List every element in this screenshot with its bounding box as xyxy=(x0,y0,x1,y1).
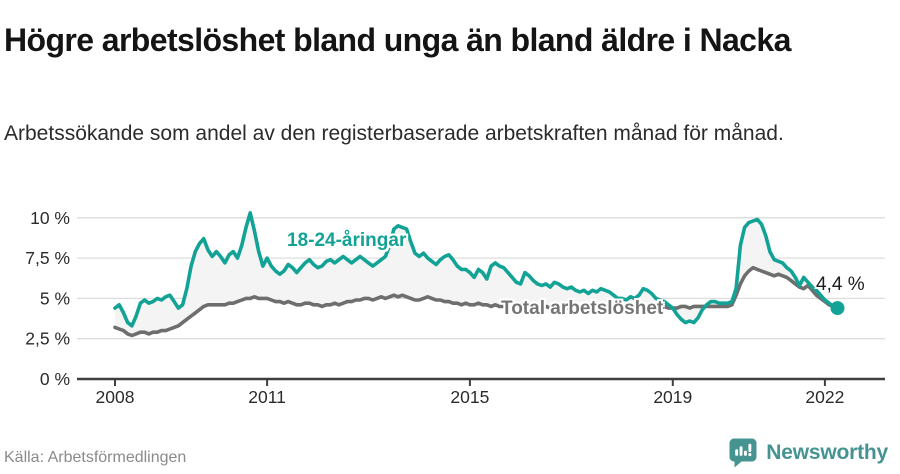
page-subtitle: Arbetssökande som andel av den registerb… xyxy=(4,122,784,145)
y-tick-label: 10 % xyxy=(30,208,70,228)
x-tick-label: 2015 xyxy=(450,387,489,407)
line-chart: 0 % 2,5 % 5 % 7,5 % 10 % 2008 2011 2015 2019 2022 xyxy=(0,190,900,422)
x-tick-label: 2008 xyxy=(96,387,135,407)
y-tick-label: 7,5 % xyxy=(25,248,70,268)
y-tick-label: 5 % xyxy=(40,288,70,308)
source-caption: Källa: Arbetsförmedlingen xyxy=(4,449,187,466)
chart-canvas: 0 % 2,5 % 5 % 7,5 % 10 % 2008 2011 2015 2019 2022 xyxy=(25,208,885,407)
newsworthy-icon xyxy=(729,438,757,468)
total-series-label: Total arbetslöshet xyxy=(501,298,664,319)
young-series-end-dot xyxy=(830,301,845,316)
x-tick-label: 2022 xyxy=(805,387,844,407)
brand-name: Newsworthy xyxy=(766,441,888,464)
y-tick-label: 0 % xyxy=(40,369,70,389)
last-value-annotation: 4,4 % xyxy=(816,274,865,295)
young-series-label: 18-24-åringar xyxy=(287,230,407,251)
y-tick-label: 2,5 % xyxy=(25,329,70,349)
page-title: Högre arbetslöshet bland unga än bland ä… xyxy=(4,22,791,59)
young-series-line xyxy=(113,211,840,328)
brand-logo: Newsworthy xyxy=(728,437,888,469)
x-tick-label: 2019 xyxy=(653,387,692,407)
x-tick-label: 2011 xyxy=(248,387,286,407)
total-series-line xyxy=(113,265,840,338)
